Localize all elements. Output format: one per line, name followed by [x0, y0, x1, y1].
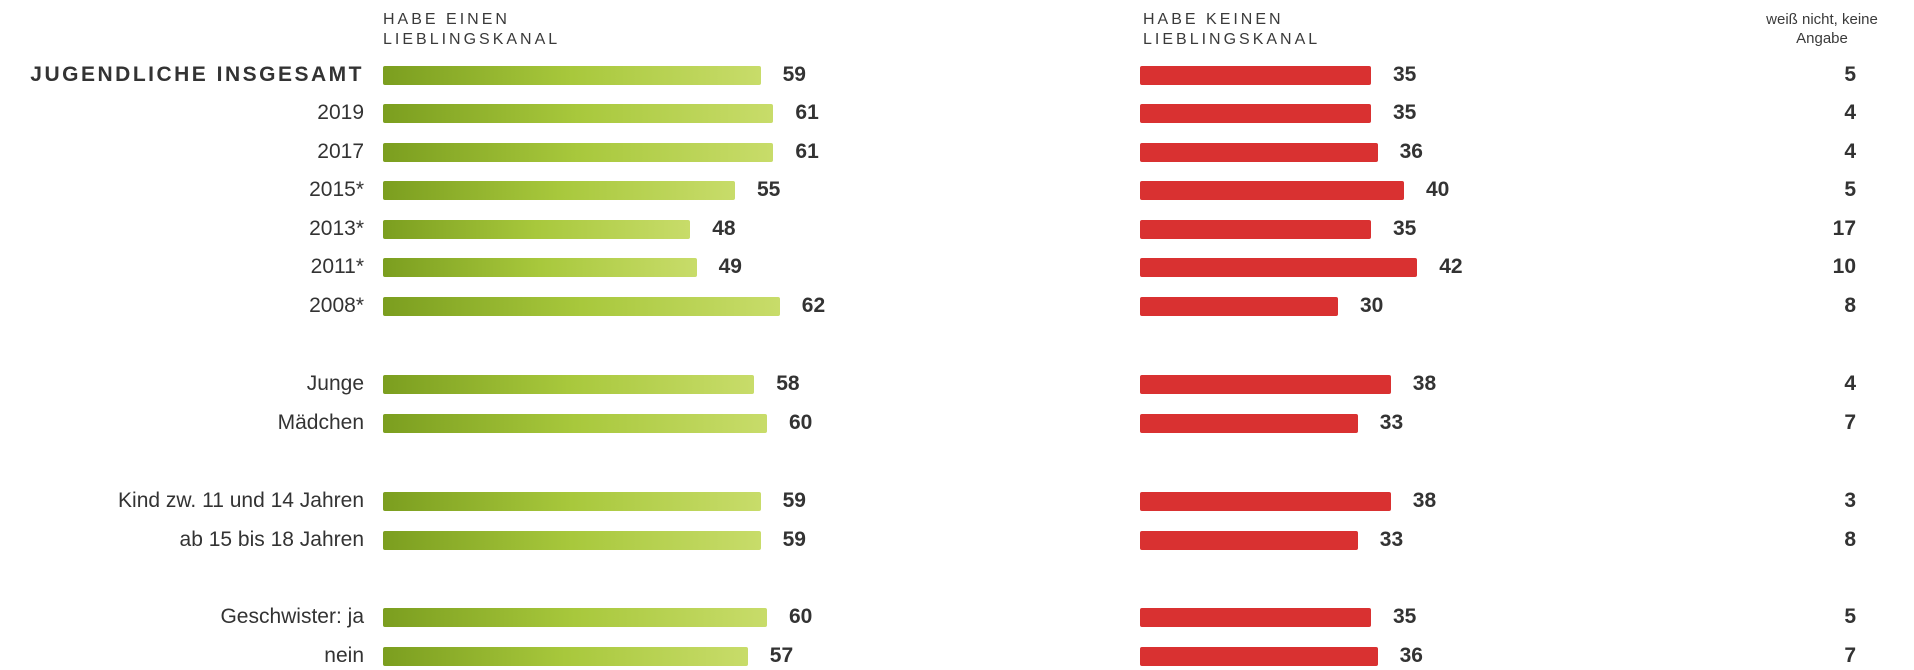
value-label-have-not: 36	[1399, 644, 1423, 667]
value-label-unknown: 7	[1844, 411, 1856, 434]
bar-have-not	[1140, 65, 1371, 85]
category-label: 2017	[317, 140, 364, 163]
value-label-unknown: 4	[1844, 140, 1856, 163]
value-label-unknown: 5	[1844, 605, 1856, 628]
value-label-have-not: 35	[1393, 217, 1417, 240]
value-label-unknown: 5	[1844, 63, 1856, 86]
value-label-have-not: 33	[1379, 411, 1404, 434]
bar-have-not	[1140, 219, 1371, 239]
bar-have	[383, 374, 755, 394]
value-label-unknown: 17	[1832, 217, 1856, 240]
value-label-have-not: 35	[1393, 605, 1417, 628]
value-label-unknown: 5	[1844, 178, 1856, 201]
category-label: Kind zw. 11 und 14 Jahren	[118, 489, 364, 512]
value-label-have: 59	[782, 489, 806, 512]
category-label: ab 15 bis 18 Jahren	[179, 528, 364, 551]
bar-have	[383, 103, 774, 123]
bar-have-not	[1140, 530, 1358, 550]
bar-have	[383, 142, 774, 162]
value-label-unknown: 4	[1844, 101, 1856, 124]
bar-have-not	[1140, 491, 1391, 511]
bar-have	[383, 491, 761, 511]
bar-have-not	[1140, 142, 1378, 162]
value-label-have: 59	[782, 63, 806, 86]
header-have-not-text: HABE KEINEN LIEBLINGSKANAL	[1143, 11, 1321, 48]
value-label-have-not: 38	[1412, 372, 1437, 395]
header-unknown: weiß nicht, keine Angabe	[1742, 10, 1902, 48]
bar-have	[383, 257, 697, 277]
value-label-have: 60	[789, 411, 813, 434]
value-label-have: 49	[718, 255, 742, 278]
category-label: 2013*	[309, 217, 364, 240]
header-unknown-text: weiß nicht, keine Angabe	[1766, 11, 1878, 47]
value-label-have: 60	[789, 605, 813, 628]
value-label-unknown: 4	[1844, 372, 1856, 395]
bar-have	[383, 646, 748, 666]
value-label-have-not: 30	[1360, 294, 1384, 317]
bar-have	[383, 607, 767, 627]
bar-have-not	[1140, 103, 1371, 123]
category-label: nein	[324, 644, 364, 667]
value-label-have: 48	[712, 217, 736, 240]
category-label: Junge	[306, 372, 364, 395]
value-label-have: 57	[769, 644, 794, 667]
bar-have-not	[1140, 607, 1371, 627]
bar-have-not	[1140, 374, 1391, 394]
category-label: 2011*	[310, 255, 364, 278]
bar-have-not	[1140, 296, 1338, 316]
category-label: 2019	[317, 101, 364, 124]
bar-have	[383, 296, 780, 316]
value-label-have-not: 35	[1393, 63, 1417, 86]
value-label-have-not: 36	[1399, 140, 1423, 163]
value-label-have: 55	[757, 178, 781, 201]
bar-have	[383, 219, 691, 239]
value-label-unknown: 8	[1844, 294, 1856, 317]
value-label-have: 58	[776, 372, 800, 395]
category-label: JUGENDLICHE INSGESAMT	[30, 63, 364, 86]
value-label-unknown: 3	[1844, 489, 1856, 512]
value-label-have: 61	[795, 140, 819, 163]
value-label-have-not: 38	[1412, 489, 1437, 512]
value-label-have-not: 40	[1426, 178, 1450, 201]
header-have: HABE EINEN LIEBLINGSKANAL	[383, 10, 603, 50]
value-label-unknown: 7	[1844, 644, 1856, 667]
bar-have	[383, 413, 767, 433]
header-have-not: HABE KEINEN LIEBLINGSKANAL	[1143, 10, 1363, 50]
category-label: 2015*	[309, 178, 364, 201]
bar-have	[383, 180, 735, 200]
value-label-have-not: 35	[1393, 101, 1417, 124]
value-label-have-not: 33	[1379, 528, 1404, 551]
category-label: 2008*	[309, 294, 364, 317]
bar-have	[383, 65, 761, 85]
value-label-have: 61	[795, 101, 819, 124]
value-label-unknown: 10	[1832, 255, 1856, 278]
bar-have	[383, 530, 761, 550]
bar-have-not	[1140, 180, 1404, 200]
value-label-have: 62	[801, 294, 826, 317]
bar-have-not	[1140, 257, 1418, 277]
category-label: Geschwister: ja	[220, 605, 364, 628]
value-label-unknown: 8	[1844, 528, 1856, 551]
bar-have-not	[1140, 413, 1358, 433]
category-label: Mädchen	[277, 411, 364, 434]
value-label-have-not: 42	[1439, 255, 1463, 278]
header-have-text: HABE EINEN LIEBLINGSKANAL	[383, 11, 561, 48]
value-label-have: 59	[782, 528, 806, 551]
bar-have-not	[1140, 646, 1378, 666]
